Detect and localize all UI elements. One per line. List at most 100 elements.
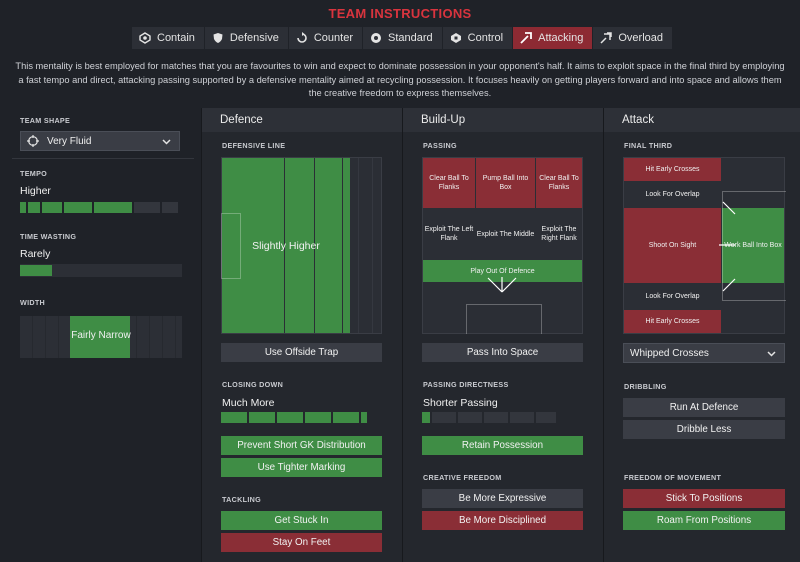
penalty-box (221, 213, 241, 279)
slider-segment (422, 412, 430, 423)
time-wasting-label: TIME WASTING (20, 232, 77, 241)
run-at-defence-button[interactable]: Run At Defence (623, 398, 785, 417)
be-more-expressive-button[interactable]: Be More Expressive (422, 489, 583, 508)
slider-segment (432, 412, 456, 423)
look-for-overlap-bottom-zone[interactable]: Look For Overlap (645, 293, 700, 300)
attacking-icon (520, 32, 533, 44)
control-icon (450, 33, 461, 43)
crossing-value: Whipped Crosses (630, 347, 709, 359)
slider-segment (94, 202, 132, 213)
time-wasting-value: Rarely (20, 248, 51, 260)
divider (201, 108, 202, 562)
slider-segment (333, 412, 359, 423)
final-third-label: FINAL THIRD (624, 141, 673, 150)
passing-pitch[interactable]: Clear Ball To Flanks Pump Ball Into Box … (422, 157, 583, 334)
slider-segment (221, 412, 247, 423)
tempo-slider[interactable] (20, 202, 182, 213)
page-title: TEAM INSTRUCTIONS (328, 6, 472, 21)
passing-directness-slider[interactable] (422, 412, 583, 423)
hit-early-crosses-bottom-zone[interactable]: Hit Early Crosses (624, 310, 721, 333)
tab-control[interactable]: Control (442, 27, 513, 49)
shield-icon (213, 33, 223, 43)
use-tighter-marking-button[interactable]: Use Tighter Marking (221, 458, 382, 477)
time-wasting-slider[interactable] (20, 264, 182, 277)
crossing-dropdown[interactable]: Whipped Crosses (623, 343, 785, 363)
chevron-down-icon (162, 139, 171, 145)
tab-label: Counter (313, 32, 353, 44)
exploit-left-zone[interactable]: Exploit The Left Flank (424, 226, 474, 242)
slider-segment (536, 412, 556, 423)
slider-segment (28, 202, 40, 213)
tab-label: Standard (387, 32, 433, 44)
dribble-less-button[interactable]: Dribble Less (623, 420, 785, 439)
tab-label: Control (467, 32, 504, 44)
tab-contain[interactable]: Contain (132, 27, 204, 49)
use-offside-trap-button[interactable]: Use Offside Trap (221, 343, 382, 362)
exploit-right-zone[interactable]: Exploit The Right Flank (541, 226, 577, 242)
slider-segment (20, 202, 26, 213)
tempo-label: TEMPO (20, 169, 48, 178)
retain-possession-button[interactable]: Retain Possession (422, 436, 583, 455)
tackling-label: TACKLING (222, 495, 261, 504)
tab-counter[interactable]: Counter (288, 27, 362, 49)
slider-segment (249, 412, 275, 423)
be-more-disciplined-button[interactable]: Be More Disciplined (422, 511, 583, 530)
time-wasting-fill (20, 265, 52, 276)
attack-heading: Attack (604, 108, 800, 132)
hit-early-crosses-top-zone[interactable]: Hit Early Crosses (624, 158, 721, 181)
tab-standard[interactable]: Standard (362, 27, 442, 49)
buildup-heading: Build-Up (403, 108, 603, 132)
look-for-overlap-top-zone[interactable]: Look For Overlap (645, 191, 700, 198)
divider (603, 108, 604, 562)
passing-label: PASSING (423, 141, 457, 150)
defensive-line-label: DEFENSIVE LINE (222, 141, 286, 150)
closing-down-label: CLOSING DOWN (222, 380, 284, 389)
width-pitch[interactable]: Fairly Narrow (20, 316, 182, 358)
mentality-tabs: Contain Defensive Counter Standard Contr… (132, 27, 673, 49)
get-stuck-in-button[interactable]: Get Stuck In (221, 511, 382, 530)
slider-segment (484, 412, 508, 423)
chevron-down-icon (767, 351, 776, 357)
pitch-marking (314, 158, 315, 333)
penalty-box (722, 191, 786, 301)
attack-arrows (719, 201, 736, 292)
divider (12, 158, 194, 159)
penalty-box (466, 304, 542, 334)
width-label: WIDTH (20, 298, 46, 307)
play-out-of-defence-zone[interactable]: Play Out Of Defence (423, 260, 582, 282)
crosshair-icon (27, 135, 39, 147)
tab-label: Attacking (538, 32, 584, 44)
team-shape-dropdown[interactable]: Very Fluid (20, 131, 180, 151)
shoot-on-sight-zone[interactable]: Shoot On Sight (624, 208, 721, 283)
slider-segment (64, 202, 92, 213)
closing-down-slider[interactable] (221, 412, 368, 423)
pump-ball-zone[interactable]: Pump Ball Into Box (476, 158, 535, 208)
prevent-short-gk-distribution-button[interactable]: Prevent Short GK Distribution (221, 436, 382, 455)
roam-from-positions-button[interactable]: Roam From Positions (623, 511, 785, 530)
clear-ball-left-zone[interactable]: Clear Ball To Flanks (423, 158, 475, 208)
counter-icon (297, 32, 307, 43)
tab-defensive[interactable]: Defensive (204, 27, 288, 49)
slider-segment (277, 412, 303, 423)
exploit-middle-zone[interactable]: Exploit The Middle (476, 230, 535, 238)
pass-into-space-button[interactable]: Pass Into Space (422, 343, 583, 362)
slider-segment (305, 412, 331, 423)
pitch-marking (284, 158, 285, 333)
tempo-value: Higher (20, 185, 51, 197)
tab-label: Overload (618, 32, 663, 44)
tab-overload[interactable]: Overload (593, 27, 672, 49)
pass-arrows (487, 277, 517, 293)
clear-ball-right-zone[interactable]: Clear Ball To Flanks (536, 158, 582, 208)
defensive-line-zone (222, 158, 350, 333)
slider-segment (42, 202, 62, 213)
stick-to-positions-button[interactable]: Stick To Positions (623, 489, 785, 508)
passing-directness-value: Shorter Passing (423, 397, 498, 409)
defensive-line-value: Slightly Higher (252, 240, 320, 252)
defensive-line-pitch[interactable]: Slightly Higher (221, 157, 382, 334)
width-value: Fairly Narrow (71, 330, 131, 341)
defence-heading: Defence (202, 108, 402, 132)
tab-attacking[interactable]: Attacking (513, 27, 593, 49)
final-third-pitch[interactable]: Hit Early Crosses Look For Overlap Shoot… (623, 157, 786, 334)
stay-on-feet-button[interactable]: Stay On Feet (221, 533, 382, 552)
creative-freedom-label: CREATIVE FREEDOM (423, 473, 502, 482)
